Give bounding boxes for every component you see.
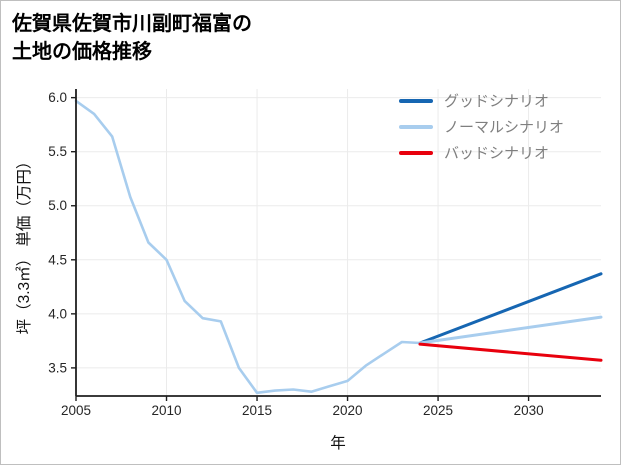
legend-item-good-scenario: グッドシナリオ [399,91,564,110]
svg-text:5.5: 5.5 [48,144,67,159]
normal-scenario-label: ノーマルシナリオ [444,119,565,136]
svg-text:2025: 2025 [423,403,453,418]
x-axis-label: 年 [330,435,346,452]
svg-text:6.0: 6.0 [48,90,67,105]
svg-text:5.0: 5.0 [48,198,67,213]
chart-title: 佐賀県佐賀市川副町福富の 土地の価格推移 [12,11,252,66]
good-scenario-label: グッドシナリオ [444,93,550,110]
chart-title-line2: 土地の価格推移 [12,40,152,63]
svg-text:4.5: 4.5 [48,252,67,267]
y-axis-label: 坪（3.3㎡） 単価（万円） [16,153,33,335]
svg-text:2015: 2015 [242,403,272,418]
svg-text:2030: 2030 [514,403,544,418]
good-scenario-line-swatch [399,98,433,103]
svg-text:2005: 2005 [61,403,91,418]
svg-text:4.0: 4.0 [48,306,67,321]
legend-item-normal-scenario: ノーマルシナリオ [399,117,564,136]
legend: グッドシナリオ ノーマルシナリオ バッドシナリオ [399,91,564,162]
svg-text:2020: 2020 [333,403,363,418]
svg-text:3.5: 3.5 [48,360,67,375]
bad-scenario-line-swatch [399,150,433,155]
legend-item-bad-scenario: バッドシナリオ [399,143,564,162]
normal-scenario-line-swatch [399,124,433,129]
svg-text:2010: 2010 [151,403,181,418]
chart-title-line1: 佐賀県佐賀市川副町福富の [12,13,252,35]
bad-scenario-label: バッドシナリオ [444,145,550,162]
